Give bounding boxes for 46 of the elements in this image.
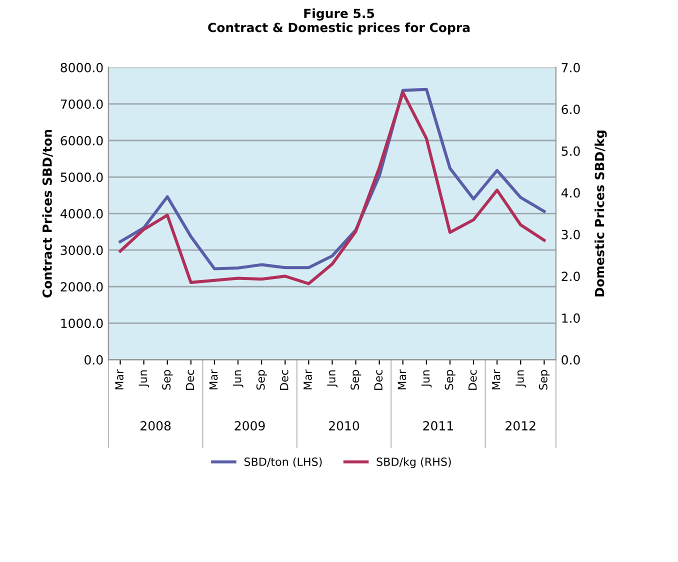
x-tick-label: Dec xyxy=(374,370,383,390)
x-tick-label: Mar xyxy=(398,369,406,390)
y2-tick-label: 0.0 xyxy=(562,355,580,365)
x-tick-label: Sep xyxy=(444,370,456,390)
chart-title: Figure 5.5 Contract & Domestic prices for Copra xyxy=(208,8,470,35)
x-tick-label: Jun xyxy=(138,370,150,388)
x-tick-label: Dec xyxy=(186,370,194,390)
y-tick-label: 7000.0 xyxy=(60,99,103,109)
y-tick-label: 2000.0 xyxy=(60,282,103,292)
y-tick-label: 4000.0 xyxy=(60,209,103,218)
y2-tick-label: 3.0 xyxy=(562,230,580,240)
x-tick-label: Jun xyxy=(232,370,244,388)
x-tick-label: Sep xyxy=(350,370,362,390)
y2-tick-label: 1.0 xyxy=(562,313,580,323)
y2-tick-label: 5.0 xyxy=(562,146,580,156)
y2-tick-label: 2.0 xyxy=(562,272,580,282)
y2-axis-title: Domestic Prices SBD/kg xyxy=(594,130,607,296)
y-tick-label: 1000.0 xyxy=(61,318,103,328)
text: 2012 xyxy=(506,421,536,431)
text: 2009 xyxy=(234,421,265,431)
x-tick-label: Jun xyxy=(327,370,338,388)
x-tick-label: Sep xyxy=(256,370,267,390)
x-tick-label: Jun xyxy=(516,370,526,388)
y2-tick-label: 4.0 xyxy=(561,188,580,198)
y2-tick-label: 7.0 xyxy=(562,62,580,72)
x-tick-label: Sep xyxy=(162,370,173,390)
x-tick-label: Mar xyxy=(304,369,312,390)
x-tick-label: Sep xyxy=(539,370,550,390)
text: 2011 xyxy=(423,421,453,431)
text: 2008 xyxy=(140,421,171,431)
y-tick-label: 6000.0 xyxy=(60,136,103,146)
x-tick-label: Mar xyxy=(209,369,218,390)
x-tick-label: Jun xyxy=(421,370,432,388)
x-tick-label: Dec xyxy=(280,370,288,390)
legend-label: SBD/ton (LHS) xyxy=(244,457,322,468)
y-tick-label: 5000.0 xyxy=(60,172,103,182)
y-tick-label: 0.0 xyxy=(84,355,103,365)
x-tick-label: Dec xyxy=(468,370,477,390)
y-tick-label: 3000.0 xyxy=(60,246,103,256)
y-tick-label: 8000.0 xyxy=(60,62,103,72)
x-tick-label: Mar xyxy=(492,369,500,390)
y-axis-title: Contract Prices SBD/ton xyxy=(42,130,53,298)
x-tick-label: Mar xyxy=(115,369,124,390)
y2-tick-label: 6.0 xyxy=(562,104,580,114)
text: 2010 xyxy=(329,421,360,431)
legend-label: SBD/kg (RHS) xyxy=(376,457,451,468)
